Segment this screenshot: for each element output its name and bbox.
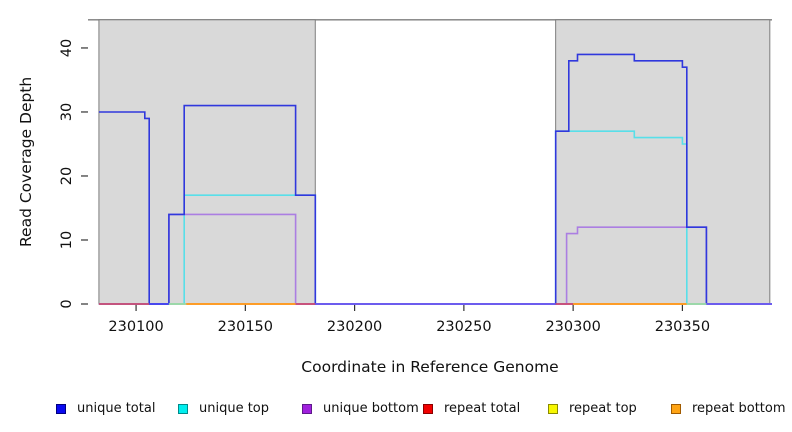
shaded-region [98, 19, 316, 305]
x-axis-title: Coordinate in Reference Genome [301, 358, 558, 376]
x-tick-label: 230250 [436, 319, 491, 335]
x-tick-label: 230350 [655, 319, 710, 335]
y-tick-label: 40 [59, 39, 75, 57]
y-tick-label: 0 [59, 299, 75, 308]
y-tick-label: 20 [59, 167, 75, 185]
y-axis-title: Read Coverage Depth [17, 77, 35, 247]
shaded-region [555, 19, 771, 305]
y-tick-label: 10 [59, 231, 75, 249]
x-tick-label: 230100 [108, 319, 163, 335]
x-tick-label: 230150 [218, 319, 273, 335]
y-tick-label: 30 [59, 103, 75, 121]
y-axis: 0 10 20 30 40 Read Coverage Depth [17, 39, 88, 309]
x-tick-label: 230200 [327, 319, 382, 335]
x-tick-label: 230300 [545, 319, 600, 335]
x-axis: 230100 230150 230200 230250 230300 230350 Coor… [108, 304, 710, 376]
